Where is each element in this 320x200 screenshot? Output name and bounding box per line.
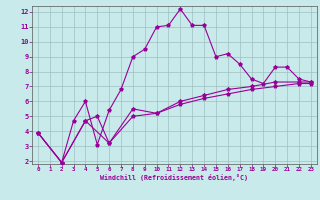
X-axis label: Windchill (Refroidissement éolien,°C): Windchill (Refroidissement éolien,°C) xyxy=(100,174,248,181)
